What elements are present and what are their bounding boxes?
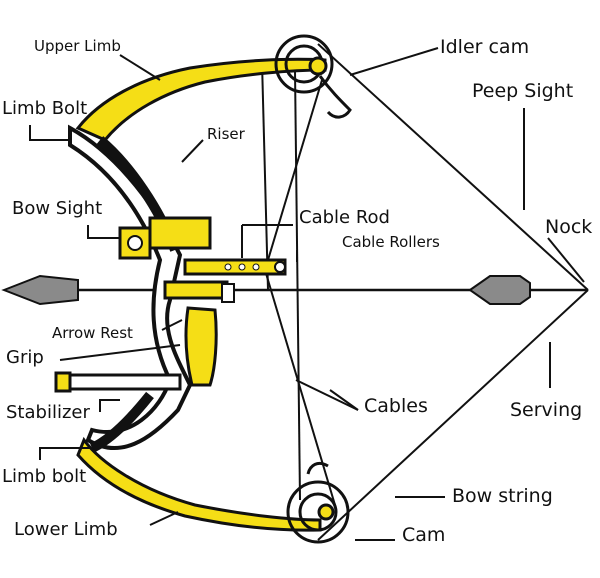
label-bow-string: Bow string <box>452 485 553 507</box>
label-serving: Serving <box>510 399 583 421</box>
leader-lines <box>29 47 585 541</box>
label-limb-bolt-bottom: Limb bolt <box>2 466 87 487</box>
label-cable-rod: Cable Rod <box>299 207 390 228</box>
cable-rod <box>183 258 287 276</box>
label-bow-sight: Bow Sight <box>12 198 103 219</box>
lower-limb <box>76 436 322 532</box>
label-lower-limb: Lower Limb <box>14 519 118 540</box>
label-stabilizer: Stabilizer <box>6 402 90 423</box>
label-cables: Cables <box>364 395 428 417</box>
label-riser: Riser <box>207 125 245 143</box>
arrow-fletching <box>468 275 531 305</box>
cam <box>286 461 350 544</box>
arrow <box>1 274 588 306</box>
bow-string <box>317 43 589 541</box>
arrow-rest <box>163 280 235 303</box>
label-nock: Nock <box>545 216 593 238</box>
bow-sight <box>118 216 212 260</box>
label-idler-cam: Idler cam <box>440 36 530 58</box>
label-peep-sight: Peep Sight <box>472 80 574 102</box>
label-cable-rollers: Cable Rollers <box>342 233 440 251</box>
stabilizer <box>54 371 182 393</box>
idler-cam <box>274 34 352 119</box>
grip <box>184 306 218 387</box>
arrowhead <box>1 274 79 306</box>
label-cam: Cam <box>402 524 446 546</box>
cables <box>261 61 336 506</box>
label-grip: Grip <box>6 347 44 368</box>
label-upper-limb: Upper Limb <box>34 37 121 55</box>
label-arrow-rest: Arrow Rest <box>52 324 133 342</box>
label-limb-bolt-top: Limb Bolt <box>2 98 88 119</box>
